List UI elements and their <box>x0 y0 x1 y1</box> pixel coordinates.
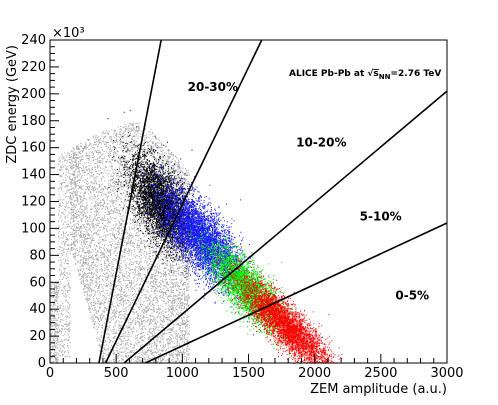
cut-line-0 <box>98 39 162 364</box>
annotation-s: s <box>373 69 378 79</box>
series-points-2 <box>135 144 289 336</box>
series-scatter-0 <box>50 121 190 364</box>
experiment-annotation: ALICE Pb-Pb at √sNN=2.76 TeV <box>289 68 441 81</box>
x-tick-label-1: 500 <box>104 366 129 381</box>
x-tick-label-5: 2500 <box>364 366 397 381</box>
centrality-label-0: 20-30% <box>188 80 238 94</box>
y-tick-label-10: 200 <box>21 87 46 102</box>
cut-line-1 <box>104 39 263 364</box>
centrality-labels: 20-30% 10-20% 5-10% 0-5% <box>188 80 429 303</box>
axis-ticks: 0 500 1000 1500 2000 2500 3000 0 20 40 60 80 100 120 1… <box>21 33 463 381</box>
y-axis-multiplier: ×10³ <box>52 26 85 41</box>
y-tick-label-3: 60 <box>29 275 46 290</box>
series-points-4 <box>215 243 343 364</box>
y-tick-label-0: 0 <box>38 356 46 371</box>
cut-line-2 <box>123 90 448 364</box>
annotation-sqrt: √ <box>367 68 374 79</box>
series-scatter-4 <box>215 243 343 364</box>
series-scatter-2 <box>135 144 289 336</box>
x-tick-label-3: 1500 <box>232 366 265 381</box>
cut-line-3 <box>144 222 448 364</box>
annotation-prefix: ALICE Pb-Pb at <box>289 69 367 79</box>
y-tick-label-12: 240 <box>21 33 46 48</box>
y-tick-label-8: 160 <box>21 141 46 156</box>
y-tick-label-11: 220 <box>21 60 46 75</box>
series-points-1 <box>107 109 231 298</box>
x-tick-label-2: 1000 <box>166 366 199 381</box>
y-tick-label-2: 40 <box>29 302 46 317</box>
x-tick-label-6: 3000 <box>430 366 463 381</box>
annotation-subscript: NN <box>379 73 391 81</box>
series-points-3 <box>183 205 314 363</box>
annotation-suffix: =2.76 TeV <box>390 69 441 79</box>
x-tick-label-4: 2000 <box>298 366 331 381</box>
y-axis-label: ZDC energy (GeV) <box>5 45 20 164</box>
series-points-0 <box>50 121 190 364</box>
centrality-label-3: 0-5% <box>395 289 429 303</box>
series-scatter-3 <box>183 205 314 363</box>
y-tick-label-4: 80 <box>29 248 46 263</box>
series-scatter-1 <box>107 109 231 298</box>
centrality-label-1: 10-20% <box>296 135 346 149</box>
x-axis-label: ZEM amplitude (a.u.) <box>310 382 447 397</box>
y-tick-label-5: 100 <box>21 221 46 236</box>
y-tick-label-6: 120 <box>21 195 46 210</box>
y-tick-label-1: 20 <box>29 329 46 344</box>
x-tick-label-0: 0 <box>46 366 54 381</box>
data-points <box>50 109 343 364</box>
centrality-cut-lines <box>98 39 448 364</box>
y-tick-label-9: 180 <box>21 114 46 129</box>
centrality-label-2: 5-10% <box>360 209 402 223</box>
y-tick-label-7: 140 <box>21 168 46 183</box>
